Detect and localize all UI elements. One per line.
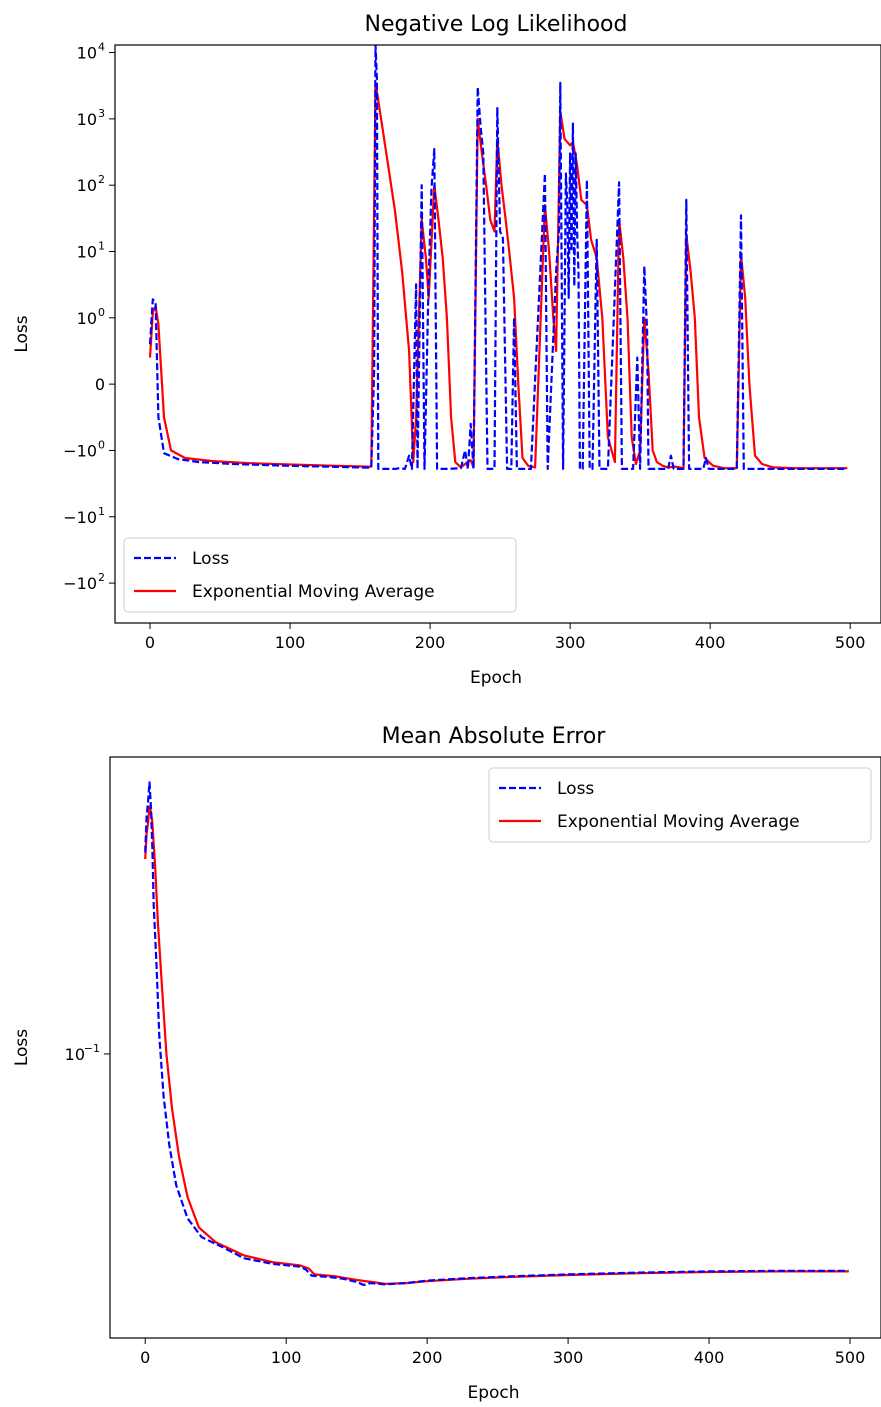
x-tick-label: 200 bbox=[415, 633, 446, 652]
y-tick-exponent: 0 bbox=[98, 438, 105, 451]
y-axis-label: Loss bbox=[12, 315, 32, 352]
legend-label-ema: Exponential Moving Average bbox=[192, 582, 435, 602]
legend-box bbox=[123, 537, 517, 613]
x-tick-label: 300 bbox=[553, 1348, 584, 1367]
chart-negative-log-likelihood: 0 100 200 300 400 50041031021011001000−101−10… bbox=[12, 12, 881, 688]
legend-label-ema: Exponential Moving Average bbox=[557, 812, 800, 832]
y-tick-label: 10 bbox=[65, 1045, 85, 1064]
axes-frame bbox=[114, 44, 881, 624]
y-tick-exponent: 2 bbox=[98, 571, 105, 584]
legend-box bbox=[488, 767, 872, 843]
y-tick-label: 10 bbox=[77, 176, 97, 195]
x-tick-label: 500 bbox=[835, 633, 866, 652]
series-line-loss bbox=[144, 781, 849, 1287]
y-tick-exponent: 1 bbox=[98, 505, 105, 518]
y-tick-label: 10 bbox=[77, 309, 97, 328]
x-tick-label: 200 bbox=[412, 1348, 443, 1367]
chart-title: Negative Log Likelihood bbox=[365, 12, 628, 37]
y-tick-label: 10 bbox=[77, 243, 97, 262]
x-axis-label: Epoch bbox=[470, 668, 522, 688]
legend: Loss Exponential Moving Average bbox=[488, 767, 872, 843]
y-axis-label: Loss bbox=[12, 1029, 32, 1066]
legend: Loss Exponential Moving Average bbox=[123, 537, 517, 613]
x-tick-label: 100 bbox=[275, 633, 306, 652]
x-axis-label: Epoch bbox=[467, 1383, 519, 1403]
y-tick-exponent: 2 bbox=[98, 173, 105, 186]
x-tick-label: 300 bbox=[555, 633, 586, 652]
y-tick-exponent: 0 bbox=[98, 306, 105, 319]
series-line-ema bbox=[144, 805, 849, 1285]
y-tick-exponent: 1 bbox=[98, 240, 105, 253]
x-tick-label: 100 bbox=[271, 1348, 302, 1367]
legend-label-loss: Loss bbox=[557, 779, 594, 799]
y-tick-label: 10 bbox=[77, 44, 97, 63]
y-tick-label: 10 bbox=[77, 110, 97, 129]
y-tick-label: −10 bbox=[63, 508, 97, 527]
chart-title: Mean Absolute Error bbox=[382, 724, 607, 749]
x-tick-label: 0 bbox=[145, 633, 155, 652]
x-tick-label: 400 bbox=[695, 633, 726, 652]
axes-frame bbox=[109, 756, 881, 1339]
x-tick-label: 0 bbox=[140, 1348, 150, 1367]
legend-label-loss: Loss bbox=[192, 549, 229, 569]
x-tick-label: 500 bbox=[835, 1348, 866, 1367]
y-tick-label: −10 bbox=[63, 441, 97, 460]
y-tick-exponent: 3 bbox=[98, 107, 105, 120]
y-tick-label: −10 bbox=[63, 574, 97, 593]
y-tick-exponent: 4 bbox=[98, 41, 105, 54]
chart-mean-absolute-error: 0 100 200 300 400 500 −110 Mean Absolute Error E… bbox=[12, 724, 881, 1403]
y-tick-label: 0 bbox=[95, 375, 105, 394]
series-line-loss bbox=[148, 45, 848, 470]
x-tick-label: 400 bbox=[694, 1348, 725, 1367]
y-tick-exponent: −1 bbox=[84, 1042, 100, 1055]
